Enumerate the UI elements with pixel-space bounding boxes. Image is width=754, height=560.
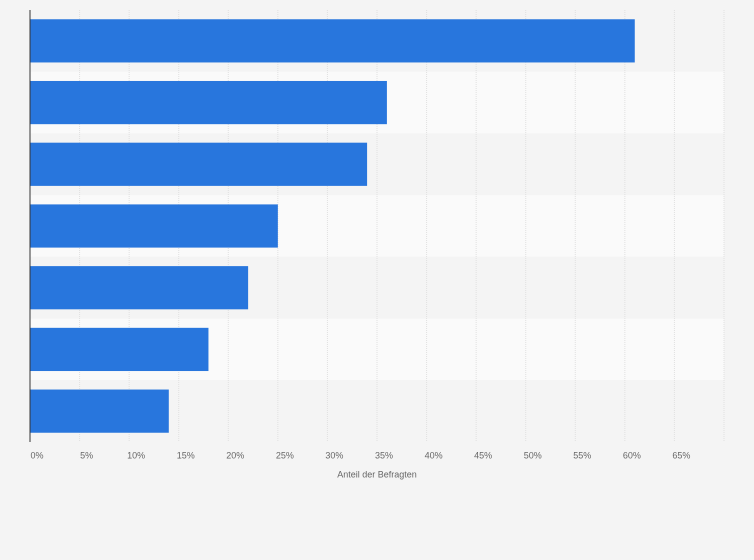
bar (30, 389, 169, 433)
bar (30, 80, 387, 125)
x-tick-label: 30% (325, 450, 343, 460)
x-tick-label: 15% (177, 450, 195, 460)
bar (30, 142, 368, 186)
x-tick-label: 25% (276, 450, 294, 460)
x-tick-label: 40% (425, 450, 443, 460)
x-tick-label: 60% (623, 450, 641, 460)
bar (30, 266, 249, 310)
bar (30, 204, 278, 248)
x-tick-label: 35% (375, 450, 393, 460)
x-tick-label: 20% (226, 450, 244, 460)
bar (30, 19, 635, 63)
x-tick-label: 65% (672, 450, 690, 460)
bar (30, 327, 209, 372)
x-tick-label: 55% (573, 450, 591, 460)
x-tick-label: 10% (127, 450, 145, 460)
x-tick-label: 50% (524, 450, 542, 460)
x-tick-label: 5% (80, 450, 93, 460)
x-tick-label: 45% (474, 450, 492, 460)
x-axis-title: Anteil der Befragten (337, 469, 417, 479)
x-tick-label: 0% (30, 450, 43, 460)
